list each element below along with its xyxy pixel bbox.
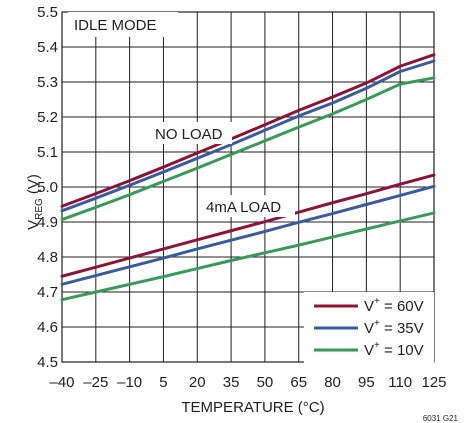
- y-tick-label-10: 5.5: [37, 4, 58, 21]
- x-tick-label-6: 50: [257, 374, 274, 391]
- x-tick-label-10: 110: [388, 374, 412, 391]
- x-tick-label-3: 5: [159, 374, 167, 391]
- legend-label-60v: V+ = 60V: [364, 296, 424, 315]
- series-line-no_load-2: [60, 76, 436, 222]
- x-tick-label-11: 125: [421, 374, 446, 391]
- x-tick-label-1: –25: [83, 374, 108, 391]
- series-lines: [60, 53, 436, 302]
- y-tick-label-4: 4.9: [37, 214, 58, 231]
- y-tick-label-5: 5.0: [37, 179, 58, 196]
- y-tick-label-1: 4.6: [37, 319, 58, 336]
- y-tick-label-6: 5.1: [37, 144, 58, 161]
- idle-mode-bg: [68, 12, 178, 37]
- series-line-4mA_load-4: [60, 184, 436, 286]
- x-tick-label-5: 35: [223, 374, 240, 391]
- series-line-no_load-0: [60, 53, 436, 208]
- load-bg: [200, 195, 295, 217]
- y-tick-label-2: 4.7: [37, 284, 58, 301]
- legend-label-10v: V+ = 10V: [364, 340, 424, 359]
- x-tick-label-7: 65: [290, 374, 307, 391]
- x-axis-title: TEMPERATURE (°C): [181, 399, 324, 416]
- y-tick-label-0: 4.5: [37, 354, 58, 371]
- no-load-bg: [150, 122, 232, 144]
- y-axis-title: VREG (V): [25, 174, 45, 230]
- y-tick-label-7: 5.2: [37, 109, 58, 126]
- y-tick-label-3: 4.8: [37, 249, 58, 266]
- series-line-4mA_load-5: [60, 211, 436, 302]
- figure-id: 6031 G21: [423, 414, 459, 423]
- legend-label-35v: V+ = 35V: [364, 318, 424, 337]
- idle-mode-label: IDLE MODE: [74, 17, 157, 34]
- no-load-label: NO LOAD: [155, 126, 223, 143]
- x-tick-label-4: 20: [189, 374, 206, 391]
- x-tick-label-9: 95: [358, 374, 375, 391]
- x-tick-label-0: –40: [49, 374, 74, 391]
- y-tick-label-9: 5.4: [37, 39, 58, 56]
- series-line-no_load-1: [60, 59, 436, 213]
- x-tick-label-8: 80: [324, 374, 341, 391]
- x-tick-label-2: –10: [117, 374, 142, 391]
- y-tick-label-8: 5.3: [37, 74, 58, 91]
- legend: V+ = 60V V+ = 35V V+ = 10V: [304, 292, 434, 364]
- series-line-4mA_load-3: [60, 173, 436, 278]
- load-label: 4mA LOAD: [206, 199, 281, 216]
- tick-labels: –40 –25 –10 5 20 35 50 65 80 95 110 125 4.5 4.6 4.7 4.8…: [37, 4, 446, 391]
